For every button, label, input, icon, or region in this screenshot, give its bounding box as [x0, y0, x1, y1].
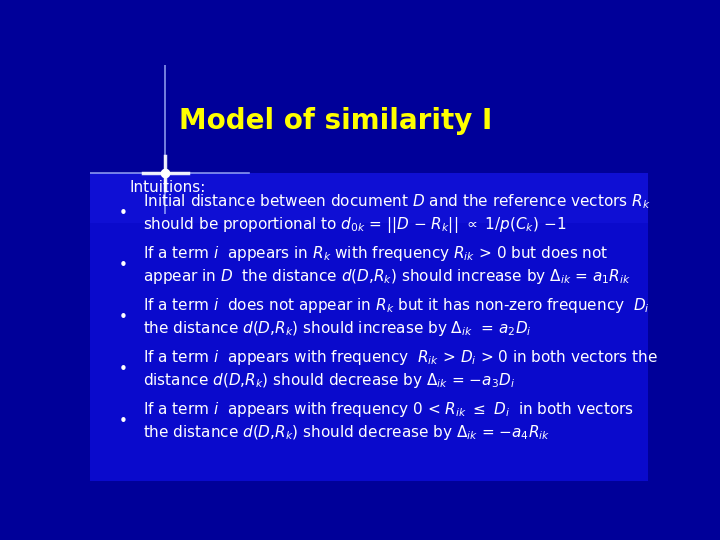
- Text: If a term $i$  appears with frequency  $R_{ik}$ > $D_i$ > 0 in both vectors the: If a term $i$ appears with frequency $R_…: [143, 348, 658, 367]
- Bar: [90, 65, 648, 173]
- Text: •: •: [119, 310, 128, 325]
- Text: If a term $i$  appears in $R_k$ with frequency $R_{ik}$ > 0 but does not: If a term $i$ appears in $R_k$ with freq…: [143, 245, 608, 264]
- Text: •: •: [119, 362, 128, 377]
- Text: •: •: [119, 206, 128, 221]
- Text: Intuitions:: Intuitions:: [129, 180, 205, 195]
- Text: the distance $d$($D$,$R_k$) should increase by $\Delta_{ik}$  = $a_2D_i$: the distance $d$($D$,$R_k$) should incre…: [143, 319, 532, 339]
- Text: appear in $D$  the distance $d$($D$,$R_k$) should increase by $\Delta_{ik}$ = $a: appear in $D$ the distance $d$($D$,$R_k$…: [143, 267, 631, 286]
- Text: should be proportional to $d_{0k}$ = ||$D$ $-$ $R_k$|| $\propto$ 1/$p$($C_k$) $-: should be proportional to $d_{0k}$ = ||$…: [143, 215, 567, 235]
- Text: •: •: [119, 258, 128, 273]
- Text: If a term $i$  does not appear in $R_k$ but it has non-zero frequency  $D_i$: If a term $i$ does not appear in $R_k$ b…: [143, 296, 649, 315]
- Bar: [90, 173, 648, 223]
- Text: distance $d$($D$,$R_k$) should decrease by $\Delta_{ik}$ = $-a_3D_i$: distance $d$($D$,$R_k$) should decrease …: [143, 372, 515, 390]
- Text: If a term $i$  appears with frequency 0 < $R_{ik}$ $\leq$ $D_i$  in both vectors: If a term $i$ appears with frequency 0 <…: [143, 401, 634, 420]
- Text: the distance $d$($D$,$R_k$) should decrease by $\Delta_{ik}$ = $-a_4R_{ik}$: the distance $d$($D$,$R_k$) should decre…: [143, 423, 550, 442]
- Text: Initial distance between document $D$ and the reference vectors $R_k$: Initial distance between document $D$ an…: [143, 193, 651, 211]
- Text: •: •: [119, 414, 128, 429]
- Bar: [90, 173, 648, 481]
- Text: Model of similarity I: Model of similarity I: [179, 107, 492, 135]
